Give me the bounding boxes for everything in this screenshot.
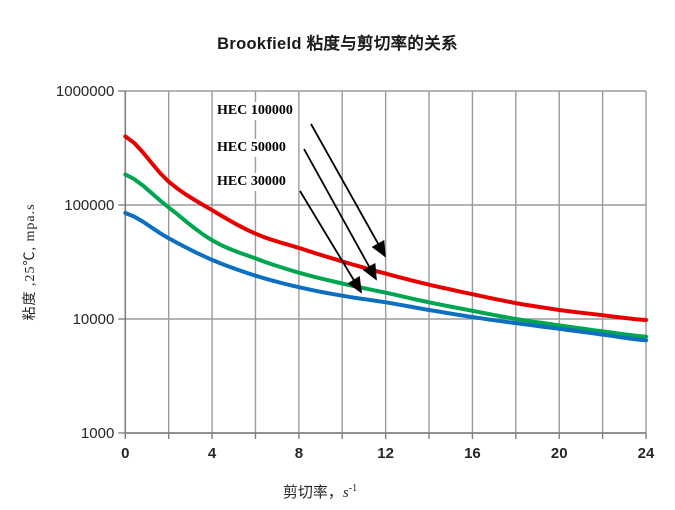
series-hec-30000 [123,211,648,343]
x-axis-title: 剪切率，s-1 [240,481,400,502]
x-tick-label: 8 [295,445,303,462]
y-axis-title: 粘度 ,25℃, mpa.s [23,203,38,321]
series-label-hec-100000: HEC 100000 [213,102,297,120]
x-axis-title-text: 剪切率， [282,484,343,501]
series-hec-50000 [123,172,648,339]
y-tick-label: 10000 [73,311,115,328]
y-tick-label: 100000 [64,197,114,214]
series-label-hec-30000: HEC 30000 [213,173,290,191]
x-tick-label: 24 [638,445,655,462]
series-hec-100000 [123,134,648,322]
x-tick-label: 20 [551,445,568,462]
x-tick-label: 16 [464,445,481,462]
x-axis-title-superscript: -1 [348,483,358,494]
series-label-hec-50000: HEC 50000 [213,139,290,157]
x-axis-title-symbol: s [342,485,349,501]
x-tick-label: 0 [121,445,129,462]
chart-title: Brookfield 粘度与剪切率的关系 [217,35,458,53]
x-tick-label: 12 [377,445,394,462]
annotation-arrow [310,123,386,258]
annotation-arrow [303,148,377,281]
x-tick-label: 4 [208,445,217,462]
y-tick-label: 1000000 [56,83,114,100]
y-tick-label: 1000 [81,425,114,442]
annotation-arrow [299,190,362,294]
